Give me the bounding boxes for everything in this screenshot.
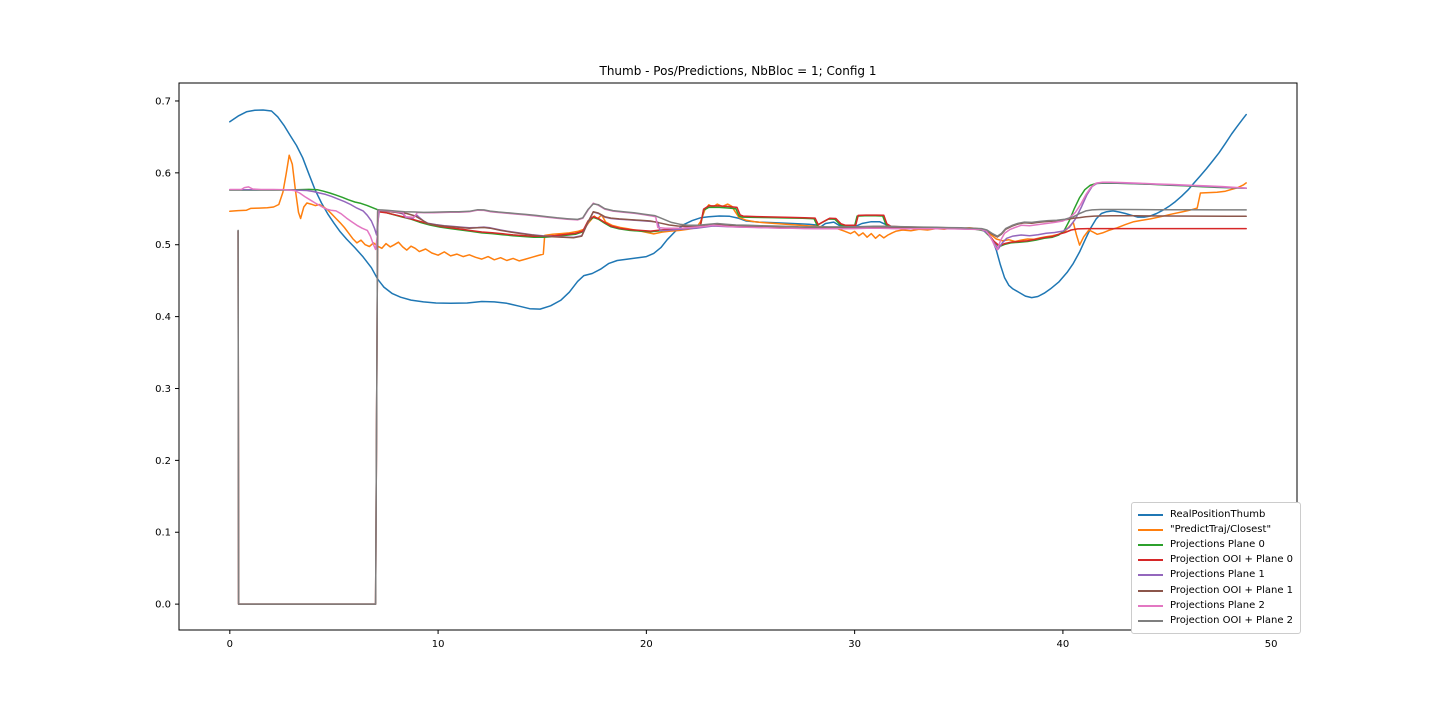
legend-entry: Projection OOI + Plane 0 [1138,553,1293,568]
x-axis-tick-label: 40 [1057,639,1070,650]
x-axis-tick-label: 30 [848,639,861,650]
legend-entry: RealPositionThumb [1138,507,1293,522]
legend-entry: Projections Plane 0 [1138,537,1293,552]
legend-label: Projections Plane 0 [1170,538,1265,550]
legend-line-swatch [1138,589,1163,592]
legend-line-swatch [1138,513,1163,516]
legend-entry: Projections Plane 1 [1138,568,1293,583]
legend-entry: "PredictTraj/Closest" [1138,522,1293,537]
x-axis-tick-label: 10 [432,639,445,650]
y-axis-tick-label: 0.5 [155,240,171,251]
legend-line-swatch [1138,559,1163,562]
legend-label: Projections Plane 1 [1170,569,1265,581]
y-axis-tick-label: 0.6 [155,168,171,179]
legend-line-swatch [1138,528,1163,531]
legend-entry: Projections Plane 2 [1138,598,1293,613]
legend-label: Projection OOI + Plane 2 [1170,614,1294,626]
plot-frame [178,82,1298,631]
y-axis-tick-label: 0.2 [155,456,171,467]
legend-label: Projections Plane 2 [1170,599,1265,611]
y-axis-tick-label: 0.0 [155,600,171,611]
x-axis-tick-label: 20 [640,639,653,650]
legend-line-swatch [1138,619,1163,622]
y-axis-tick-label: 0.7 [155,96,171,107]
legend-line-swatch [1138,604,1163,607]
x-axis-tick-label: 0 [227,639,233,650]
legend-entry: Projection OOI + Plane 1 [1138,583,1293,598]
series-line-projections-plane-0 [229,182,1247,248]
legend: RealPositionThumb "PredictTraj/Closest" Pr… [1131,502,1302,634]
legend-line-swatch [1138,543,1163,546]
y-axis-tick-label: 0.3 [155,384,171,395]
legend-label: Projection OOI + Plane 1 [1170,584,1294,596]
x-axis-tick-label: 50 [1265,639,1278,650]
y-axis-tick-label: 0.1 [155,528,171,539]
legend-label: "PredictTraj/Closest" [1170,523,1272,535]
series-line-projection-ooi-plane-0 [237,205,1247,605]
legend-entry: Projection OOI + Plane 2 [1138,613,1293,628]
series-line-projection-ooi-plane-1 [237,209,1247,605]
series-line-projection-ooi-plane-2 [237,203,1247,605]
legend-label: Projection OOI + Plane 0 [1170,554,1294,566]
series-line-projections-plane-2 [229,181,1247,251]
legend-line-swatch [1138,574,1163,577]
chart-title: Thumb - Pos/Predictions, NbBloc = 1; Con… [599,64,877,78]
legend-label: RealPositionThumb [1170,508,1266,520]
y-axis-tick-label: 0.4 [155,312,171,323]
